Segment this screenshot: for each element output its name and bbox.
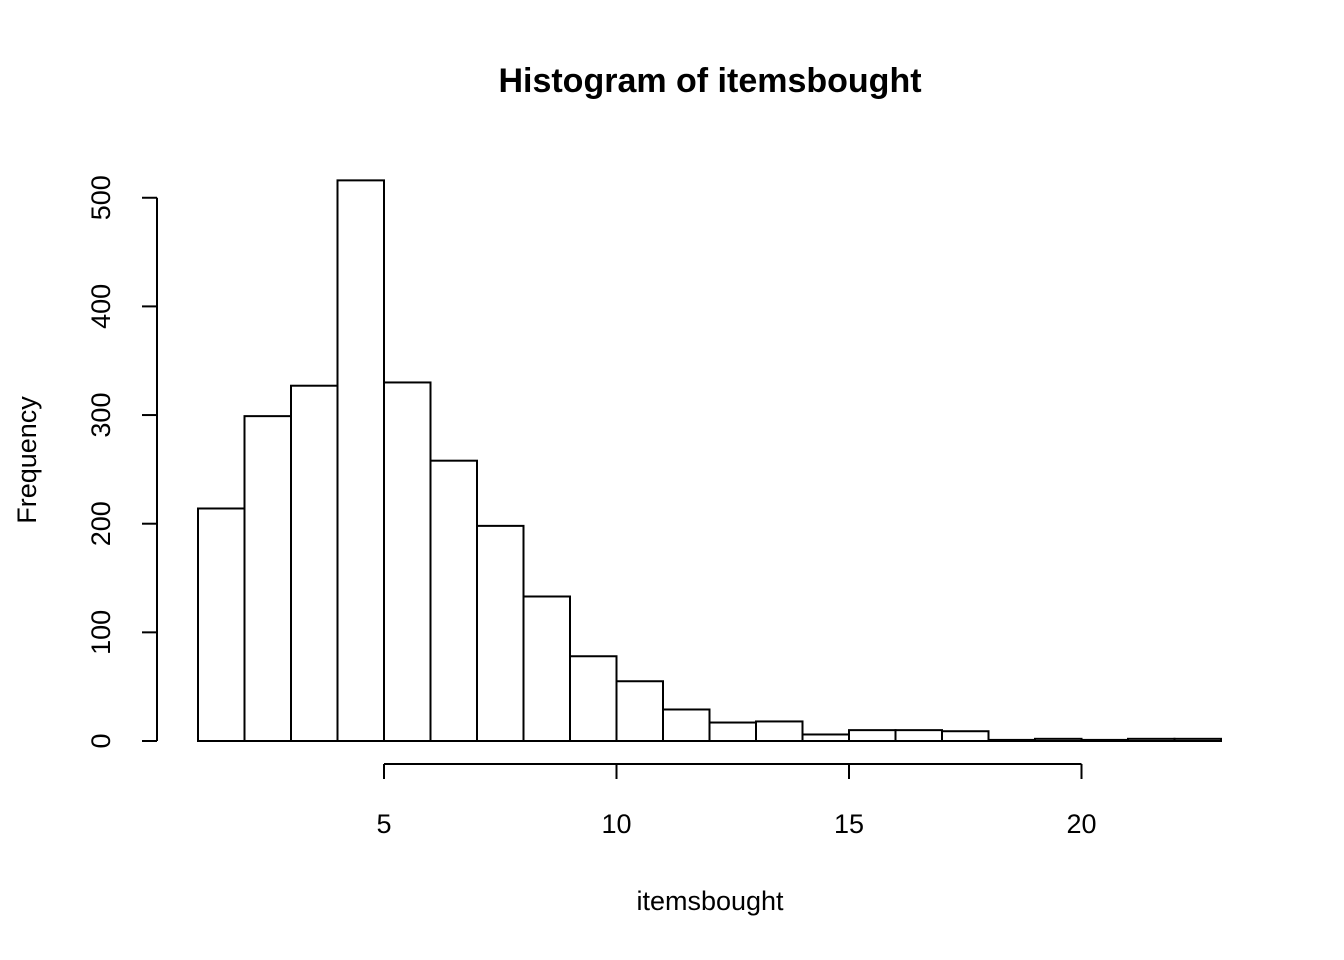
y-tick-label-200: 200 — [86, 501, 116, 546]
bars-group — [197, 179, 1222, 743]
y-tick-label-300: 300 — [86, 393, 116, 438]
histogram-bar-7 — [522, 595, 571, 742]
histogram-bar-16 — [941, 730, 990, 742]
histogram-bar-5 — [429, 459, 478, 742]
chart-title: Histogram of itemsbought — [498, 62, 921, 100]
y-axis: 0 100 200 300 400 500 — [86, 175, 158, 749]
histogram-bar-15 — [894, 729, 943, 743]
y-tick-label-400: 400 — [86, 284, 116, 329]
histogram-bar-12 — [755, 720, 804, 742]
histogram-bar-17 — [987, 738, 1036, 743]
histogram-bar-20 — [1127, 737, 1176, 743]
histogram-bar-1 — [243, 415, 292, 742]
y-tick-label-100: 100 — [86, 610, 116, 655]
histogram-bar-8 — [569, 655, 618, 742]
y-tick-label-500: 500 — [86, 175, 116, 220]
histogram-bar-14 — [848, 729, 897, 743]
y-tick-label-0: 0 — [86, 733, 116, 748]
histogram-bar-0 — [197, 507, 246, 743]
histogram-bar-6 — [476, 524, 525, 742]
histogram-bar-9 — [615, 680, 664, 742]
x-tick-label-20: 20 — [1066, 809, 1096, 839]
histogram-bar-21 — [1173, 737, 1222, 743]
histogram-bar-11 — [708, 721, 757, 742]
x-axis-label: itemsbought — [636, 886, 784, 916]
histogram-bar-19 — [1080, 738, 1129, 743]
histogram-bar-2 — [290, 384, 339, 742]
y-axis-label: Frequency — [12, 396, 42, 524]
histogram-bar-4 — [383, 381, 432, 742]
x-tick-label-5: 5 — [376, 809, 391, 839]
x-tick-label-15: 15 — [834, 809, 864, 839]
histogram-bar-18 — [1034, 737, 1083, 743]
histogram-bar-10 — [662, 708, 711, 743]
histogram-bar-3 — [336, 179, 385, 742]
histogram-bar-13 — [801, 733, 850, 743]
x-tick-label-10: 10 — [601, 809, 631, 839]
x-axis: 5 10 15 20 — [376, 763, 1097, 839]
